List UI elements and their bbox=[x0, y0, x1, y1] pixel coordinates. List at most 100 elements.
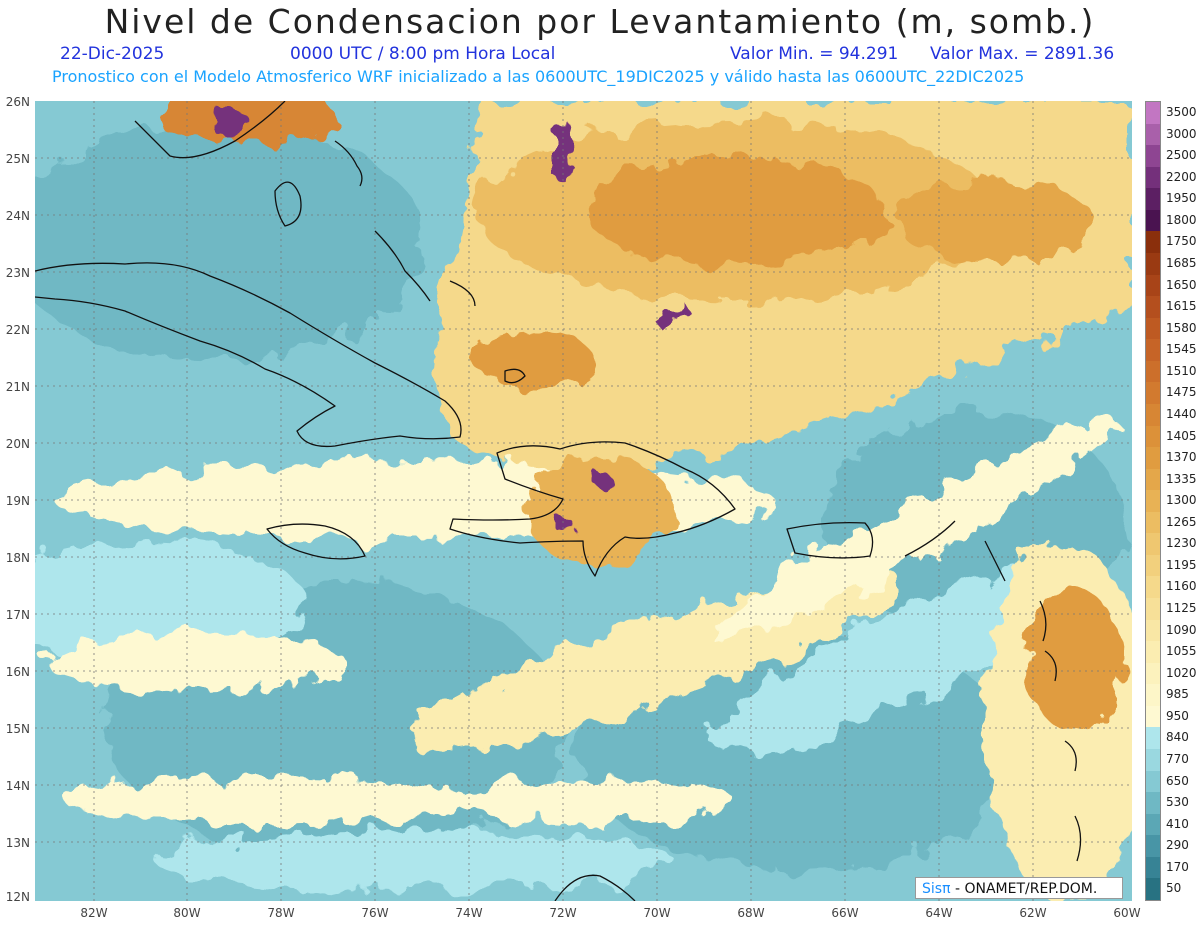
legend-swatch bbox=[1146, 598, 1160, 621]
lat-label: 19N bbox=[5, 494, 30, 508]
legend-swatch bbox=[1146, 770, 1160, 793]
legend-swatch bbox=[1146, 102, 1160, 125]
lon-label: 80W bbox=[173, 906, 201, 920]
value-min: Valor Min. = 94.291 bbox=[730, 44, 899, 64]
legend-swatch bbox=[1146, 252, 1160, 276]
forecast-map[interactable] bbox=[35, 101, 1132, 901]
color-legend bbox=[1145, 101, 1161, 901]
lat-label: 26N bbox=[5, 95, 30, 109]
map-canvas bbox=[35, 101, 1132, 901]
legend-label: 1545 bbox=[1166, 342, 1197, 357]
legend-swatch bbox=[1146, 274, 1160, 297]
legend-swatch bbox=[1146, 296, 1160, 319]
legend-label: 1300 bbox=[1166, 493, 1197, 508]
legend-swatch bbox=[1146, 403, 1160, 426]
lon-label: 76W bbox=[361, 906, 389, 920]
credit-text: - ONAMET/REP.DOM. bbox=[954, 881, 1098, 897]
lat-label: 15N bbox=[5, 722, 30, 736]
legend-swatch bbox=[1146, 511, 1160, 534]
forecast-time: 0000 UTC / 8:00 pm Hora Local bbox=[290, 44, 556, 64]
forecast-subtitle: Pronostico con el Modelo Atmosferico WRF… bbox=[52, 67, 1025, 86]
lat-label: 14N bbox=[5, 779, 30, 793]
legend-label: 650 bbox=[1166, 773, 1189, 788]
puerto-rico-coast bbox=[786, 521, 874, 559]
florida-coast bbox=[134, 101, 286, 159]
coastlines bbox=[35, 101, 1082, 901]
jamaica-coast bbox=[266, 523, 366, 560]
legend-swatch bbox=[1146, 188, 1160, 211]
legend-swatch bbox=[1146, 425, 1160, 448]
lon-label: 62W bbox=[1019, 906, 1047, 920]
lon-label: 64W bbox=[925, 906, 953, 920]
legend-swatch bbox=[1146, 792, 1160, 815]
legend-swatch bbox=[1146, 360, 1160, 383]
legend-label: 1650 bbox=[1166, 277, 1197, 292]
cuba-coast bbox=[35, 262, 462, 448]
legend-label: 770 bbox=[1166, 752, 1189, 767]
lon-label: 74W bbox=[455, 906, 483, 920]
lat-label: 21N bbox=[5, 380, 30, 394]
legend-label: 1685 bbox=[1166, 255, 1197, 270]
legend-swatch bbox=[1146, 835, 1160, 858]
legend-label: 50 bbox=[1166, 881, 1182, 896]
legend-swatch bbox=[1146, 533, 1160, 556]
legend-label: 1230 bbox=[1166, 536, 1197, 551]
legend-label: 1405 bbox=[1166, 428, 1197, 443]
graticule bbox=[35, 101, 1132, 901]
legend-swatch bbox=[1146, 878, 1160, 901]
legend-label: 1615 bbox=[1166, 299, 1197, 314]
legend-swatch bbox=[1146, 749, 1160, 772]
lon-label: 60W bbox=[1113, 906, 1141, 920]
bahamas-coast-1 bbox=[334, 140, 363, 187]
lat-label: 12N bbox=[5, 890, 30, 904]
hispaniola-coast bbox=[449, 441, 736, 577]
legend-swatch bbox=[1146, 490, 1160, 513]
lon-label: 66W bbox=[831, 906, 859, 920]
legend-label: 1370 bbox=[1166, 450, 1197, 465]
legend-label: 170 bbox=[1166, 859, 1189, 874]
legend-label: 1160 bbox=[1166, 579, 1197, 594]
legend-swatch bbox=[1146, 856, 1160, 879]
legend-label: 1020 bbox=[1166, 665, 1197, 680]
extreme-cells bbox=[210, 109, 687, 533]
value-max: Valor Max. = 2891.36 bbox=[930, 44, 1115, 64]
legend-swatch bbox=[1146, 209, 1160, 232]
legend-label: 1950 bbox=[1166, 191, 1197, 206]
legend-label: 290 bbox=[1166, 838, 1189, 853]
legend-swatch bbox=[1146, 705, 1160, 728]
legend-swatch bbox=[1146, 145, 1160, 168]
legend-swatch bbox=[1146, 339, 1160, 362]
legend-swatch bbox=[1146, 662, 1160, 685]
legend-label: 985 bbox=[1166, 687, 1189, 702]
legend-label: 1510 bbox=[1166, 363, 1197, 378]
legend-swatch bbox=[1146, 382, 1160, 405]
legend-label: 1055 bbox=[1166, 644, 1197, 659]
lon-label: 72W bbox=[549, 906, 577, 920]
legend-swatch bbox=[1146, 684, 1160, 707]
field-layers bbox=[35, 101, 1132, 901]
legend-label: 3000 bbox=[1166, 126, 1197, 141]
legend-label: 1475 bbox=[1166, 385, 1197, 400]
legend-label: 1580 bbox=[1166, 320, 1197, 335]
legend-label: 1090 bbox=[1166, 622, 1197, 637]
lon-label: 82W bbox=[80, 906, 108, 920]
legend-label: 530 bbox=[1166, 795, 1189, 810]
lat-label: 25N bbox=[5, 152, 30, 166]
legend-label: 840 bbox=[1166, 730, 1189, 745]
legend-label: 410 bbox=[1166, 816, 1189, 831]
legend-label: 2200 bbox=[1166, 169, 1197, 184]
legend-label: 1800 bbox=[1166, 212, 1197, 227]
lat-label: 16N bbox=[5, 665, 30, 679]
bahamas-coast-3 bbox=[449, 280, 476, 307]
lon-label: 78W bbox=[267, 906, 295, 920]
forecast-date: 22-Dic-2025 bbox=[60, 44, 165, 64]
bahamas-coast-2 bbox=[374, 230, 431, 302]
legend-label: 3500 bbox=[1166, 105, 1197, 119]
legend-label: 1125 bbox=[1166, 601, 1197, 616]
lat-label: 17N bbox=[5, 608, 30, 622]
legend-swatch bbox=[1146, 166, 1160, 189]
legend-label: 950 bbox=[1166, 708, 1189, 723]
legend-swatch bbox=[1146, 641, 1160, 664]
legend-swatch bbox=[1146, 231, 1160, 254]
legend-swatch bbox=[1146, 619, 1160, 642]
